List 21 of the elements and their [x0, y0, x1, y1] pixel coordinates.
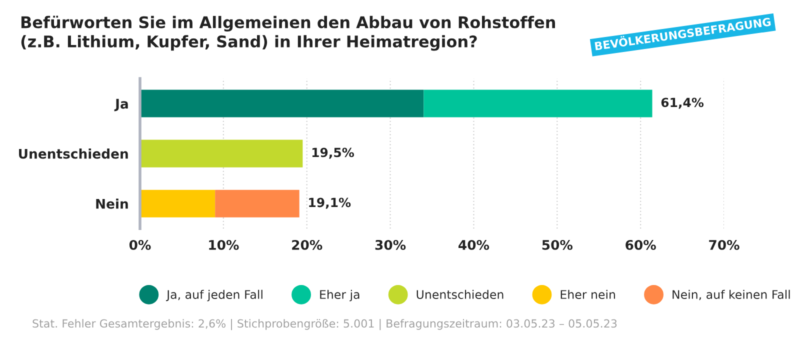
x-tick-label: 20% — [292, 240, 322, 250]
x-tick-label: 60% — [626, 240, 656, 250]
x-tick-label: 50% — [542, 240, 573, 250]
x-tick-label: 70% — [709, 240, 740, 250]
x-tick-label: 30% — [375, 240, 406, 250]
text: Stat. Fehler Gesamtergebnis: 2,6% | Stichprobengröße: 5.001 | Befragungszeitraum: 03.05.23 – 05.05.23 — [32, 319, 617, 330]
x-tick-label: 40% — [458, 240, 490, 250]
chart-title: Befürworten Sie im Allgemeinen den Abbau von Rohstoffen (z.B. Lithium, Kupfer, Sand) in Ihrer Heimatregion? — [21, 16, 555, 51]
legend-label: Ja, auf jeden Fall — [166, 290, 262, 302]
total-label: 19,1% — [309, 198, 351, 209]
total-label: 61,4% — [661, 98, 704, 109]
y-tick-label: Nein — [96, 198, 128, 209]
y-tick-label: Unentschieden — [19, 148, 128, 159]
y-tick-label: Ja — [114, 98, 128, 112]
legend-label: Eher ja — [320, 290, 360, 302]
x-tick-label: 0% — [129, 240, 151, 250]
legend-label: Unentschieden — [416, 290, 504, 299]
x-tick-label: 10% — [209, 240, 239, 250]
total-label: 19,5% — [312, 148, 354, 159]
legend-label: Eher nein — [560, 290, 615, 299]
legend-label: Nein, auf keinen Fall — [672, 290, 790, 300]
